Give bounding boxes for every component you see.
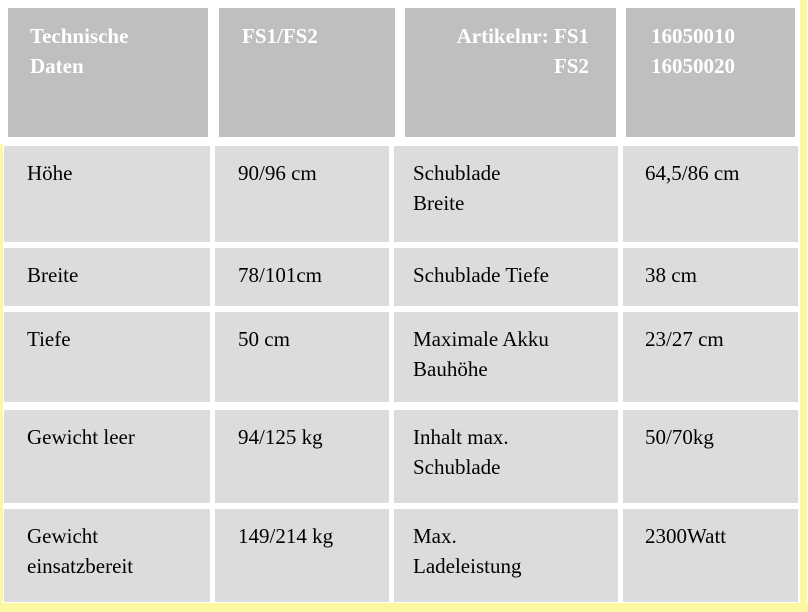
table-cell-label: Maximale Akku Bauhöhe: [394, 312, 618, 402]
table-row: Gewicht einsatzbereit 149/214 kg Max. La…: [0, 509, 808, 602]
table-row: Gewicht leer 94/125 kg Inhalt max. Schub…: [0, 410, 808, 503]
header-cell-artikelnr-values: 16050010 16050020: [626, 8, 795, 137]
table-cell-label: Schublade Breite: [394, 146, 618, 242]
table-cell-value: 50/70kg: [623, 410, 798, 503]
yellow-frame-right: [800, 0, 807, 611]
header-cell-technische-daten: Technische Daten: [8, 8, 208, 137]
table-cell-value: 78/101cm: [215, 248, 389, 306]
table-cell-label: Gewicht einsatzbereit: [4, 509, 210, 602]
table-cell-value: 94/125 kg: [215, 410, 389, 503]
table-row: Breite 78/101cm Schublade Tiefe 38 cm: [0, 248, 808, 306]
table-cell-value: 23/27 cm: [623, 312, 798, 402]
yellow-frame-bottom: [0, 603, 808, 612]
table-row: Tiefe 50 cm Maximale Akku Bauhöhe 23/27 …: [0, 312, 808, 402]
table-cell-label: Breite: [4, 248, 210, 306]
yellow-frame-left: [0, 144, 3, 607]
table-cell-value: 2300Watt: [623, 509, 798, 602]
table-cell-label: Inhalt max. Schublade: [394, 410, 618, 503]
table-cell-value: 149/214 kg: [215, 509, 389, 602]
table-row: Höhe 90/96 cm Schublade Breite 64,5/86 c…: [0, 146, 808, 242]
header-cell-fs1-fs2: FS1/FS2: [219, 8, 395, 137]
table-cell-label: Max. Ladeleistung: [394, 509, 618, 602]
table-cell-value: 50 cm: [215, 312, 389, 402]
table-cell-label: Tiefe: [4, 312, 210, 402]
table-cell-value: 38 cm: [623, 248, 798, 306]
table-cell-label: Höhe: [4, 146, 210, 242]
table-cell-value: 64,5/86 cm: [623, 146, 798, 242]
table-cell-label: Gewicht leer: [4, 410, 210, 503]
table-cell-label: Schublade Tiefe: [394, 248, 618, 306]
header-cell-artikelnr: Artikelnr: FS1 FS2: [405, 8, 616, 137]
table-cell-value: 90/96 cm: [215, 146, 389, 242]
